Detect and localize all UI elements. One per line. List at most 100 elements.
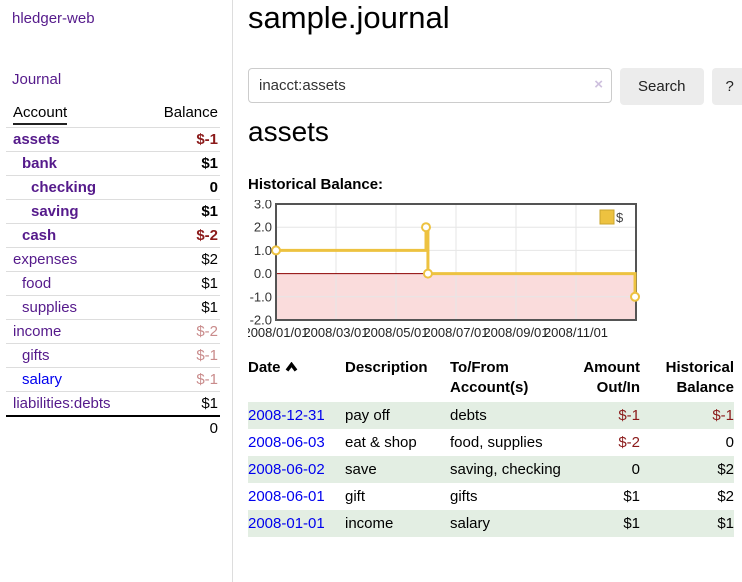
account-row: supplies $1 xyxy=(6,295,220,320)
transaction-amount: 0 xyxy=(631,461,640,478)
register-header-amount[interactable]: Amount Out/In xyxy=(583,359,640,396)
account-balance: $-2 xyxy=(140,223,220,248)
account-link[interactable]: bank xyxy=(22,155,58,172)
transaction-date-link[interactable]: 2008-06-02 xyxy=(248,461,325,478)
account-row: gifts $-1 xyxy=(6,343,220,368)
transaction-description: pay off xyxy=(345,407,390,424)
x-tick-label: 2008/01/01 xyxy=(248,325,309,340)
legend-swatch xyxy=(599,209,615,225)
account-balance: $1 xyxy=(140,151,220,176)
y-tick-label: 3.0 xyxy=(254,200,272,212)
sidebar-item-journal[interactable]: Journal xyxy=(12,71,62,88)
account-link[interactable]: expenses xyxy=(13,251,78,268)
register-header-accounts[interactable]: To/From Account(s) xyxy=(450,359,529,396)
register-header-balance[interactable]: Historical Balance xyxy=(665,359,734,396)
transaction-description: save xyxy=(345,461,377,478)
transaction-amount: $-2 xyxy=(618,434,640,451)
transaction-balance: 0 xyxy=(725,434,734,451)
x-tick-label: 2008/07/01 xyxy=(423,325,488,340)
account-link[interactable]: salary xyxy=(22,371,63,388)
register-header-row: Date Description To/From Account(s) Amou… xyxy=(248,356,734,402)
account-balance: $2 xyxy=(140,247,220,272)
search-input[interactable] xyxy=(248,68,612,103)
account-link[interactable]: gifts xyxy=(22,347,50,364)
account-link[interactable]: liabilities:debts xyxy=(13,395,111,412)
legend-label: $ xyxy=(616,210,624,225)
accounts-header-balance[interactable]: Balance xyxy=(163,104,218,121)
search-button[interactable]: Search xyxy=(620,68,704,105)
account-link[interactable]: food xyxy=(22,275,52,292)
sort-ascending-icon xyxy=(285,358,298,378)
transaction-date-link[interactable]: 2008-06-03 xyxy=(248,434,325,451)
account-row: assets $-1 xyxy=(6,127,220,152)
register-table-body: 2008-12-31 pay off debts $-1 $-1 2008-06-03 ea… xyxy=(248,402,734,537)
transaction-balance: $2 xyxy=(717,488,734,505)
account-link[interactable]: income xyxy=(13,323,62,340)
account-row: cash $-2 xyxy=(6,223,220,248)
data-point-marker xyxy=(271,245,281,256)
transaction-accounts: food, supplies xyxy=(450,434,543,451)
account-balance: $1 xyxy=(140,391,220,416)
accounts-table: Account Balance assets $-1 bank $1 checking 0… xyxy=(6,102,220,440)
search-help-button[interactable]: ? xyxy=(711,68,742,105)
account-row: saving $1 xyxy=(6,199,220,224)
accounts-total-spacer xyxy=(6,415,141,440)
transaction-balance: $-1 xyxy=(712,407,734,424)
accounts-total-value: 0 xyxy=(140,415,220,440)
account-balance: 0 xyxy=(140,175,220,200)
search-input-wrap: × xyxy=(248,68,612,103)
app-brand-link[interactable]: hledger-web xyxy=(12,10,95,27)
register-header-date[interactable]: Date xyxy=(248,356,345,402)
register-row: 2008-06-03 eat & shop food, supplies $-2 0 xyxy=(248,429,734,456)
transaction-date-link[interactable]: 2008-01-01 xyxy=(248,515,325,532)
account-link[interactable]: supplies xyxy=(22,299,78,316)
transaction-amount: $1 xyxy=(623,488,640,505)
sidebar: hledger-web Journal Account Balance asse… xyxy=(0,0,233,582)
x-tick-label: 2008/05/01 xyxy=(363,325,428,340)
register-header-description[interactable]: Description xyxy=(345,359,428,376)
transaction-date-link[interactable]: 2008-06-01 xyxy=(248,488,325,505)
transaction-accounts: salary xyxy=(450,515,491,532)
transaction-balance: $1 xyxy=(717,515,734,532)
data-point-marker xyxy=(421,222,431,233)
historical-balance-chart: $3.0 2.0 1.0 0.0 -1.0 -2.0 2008/01/01 2008/03/0… xyxy=(243,197,658,345)
transaction-date-link[interactable]: 2008-12-31 xyxy=(248,407,325,424)
register-table: Date Description To/From Account(s) Amou… xyxy=(248,356,734,537)
y-tick-label: 2.0 xyxy=(254,220,272,235)
account-balance: $1 xyxy=(140,271,220,296)
account-row: food $1 xyxy=(6,271,220,296)
x-tick-label: 2008/11/01 xyxy=(544,325,608,340)
transaction-accounts: saving, checking xyxy=(450,461,561,478)
plot-border xyxy=(275,203,637,321)
data-point-marker xyxy=(630,291,641,302)
clear-search-icon[interactable]: × xyxy=(594,76,603,93)
main-content: sample.journal × Search ? assets Histori… xyxy=(233,0,742,582)
transaction-balance: $2 xyxy=(717,461,734,478)
y-tick-label: -2.0 xyxy=(250,313,272,328)
transaction-description: income xyxy=(345,515,394,532)
account-row: liabilities:debts $1 xyxy=(6,391,220,416)
search-form: × Search ? xyxy=(248,68,742,105)
accounts-total-row: 0 xyxy=(6,415,220,440)
account-heading: assets xyxy=(248,116,329,147)
y-tick-label: -1.0 xyxy=(250,289,272,304)
account-link[interactable]: saving xyxy=(31,203,79,220)
transaction-description: gift xyxy=(345,488,366,505)
transaction-description: eat & shop xyxy=(345,434,417,451)
x-tick-label: 2008/03/01 xyxy=(303,325,368,340)
account-balance: $-2 xyxy=(140,319,220,344)
register-header-date-label: Date xyxy=(248,359,281,376)
accounts-header-account[interactable]: Account xyxy=(6,102,140,128)
y-tick-label: 1.0 xyxy=(254,243,272,258)
register-row: 2008-06-01 gift gifts $1 $2 xyxy=(248,483,734,510)
accounts-header-account-label: Account xyxy=(13,104,68,125)
account-link[interactable]: cash xyxy=(22,227,57,244)
register-row: 2008-12-31 pay off debts $-1 $-1 xyxy=(248,402,734,429)
transaction-amount: $1 xyxy=(623,515,640,532)
page-title: sample.journal xyxy=(248,0,450,35)
chart-heading: Historical Balance: xyxy=(248,176,384,193)
account-link[interactable]: checking xyxy=(31,179,97,196)
x-tick-label: 2008/09/01 xyxy=(483,325,548,340)
account-link[interactable]: assets xyxy=(13,131,60,148)
account-balance: $-1 xyxy=(140,367,220,392)
